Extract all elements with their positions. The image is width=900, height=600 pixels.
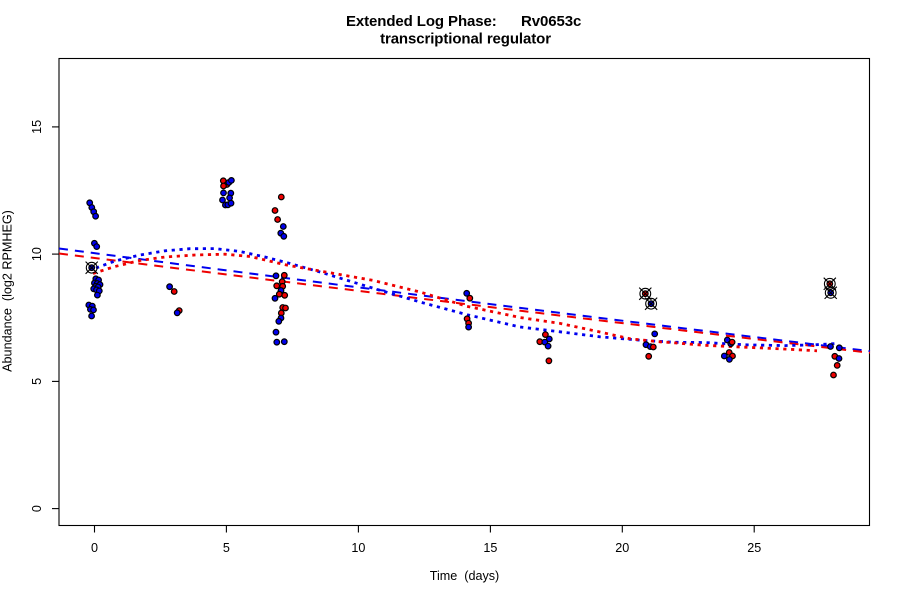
svg-text:Extended Log Phase: Rv065: Extended Log Phase: Rv0653c [346,13,581,30]
svg-text:15: 15 [30,120,44,134]
svg-text:5: 5 [30,378,44,385]
svg-text:15: 15 [483,541,497,555]
svg-text:Abundance (log2 RPMHEG): Abundance (log2 RPMHEG) [1,210,15,372]
svg-text:20: 20 [615,541,629,555]
svg-text:5: 5 [223,541,230,555]
svg-text:0: 0 [30,505,44,512]
svg-text:25: 25 [747,541,761,555]
svg-text:Time (days): Time (days) [430,569,500,583]
svg-text:10: 10 [351,541,365,555]
svg-text:0: 0 [91,541,98,555]
svg-text:10: 10 [30,247,44,261]
svg-text:transcriptional regulator: transcriptional regulator [380,31,551,48]
